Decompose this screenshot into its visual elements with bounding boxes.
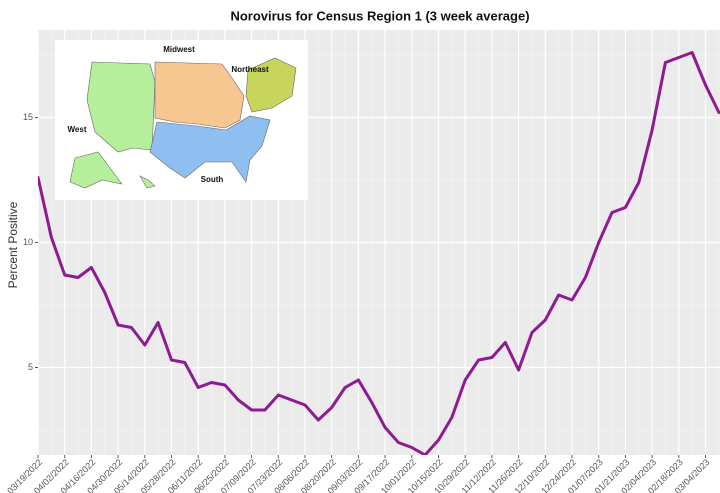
map-label: Northeast <box>231 65 269 74</box>
hawaii <box>139 175 156 189</box>
chart-title: Norovirus for Census Region 1 (3 week av… <box>230 8 529 23</box>
alaska <box>69 151 123 189</box>
y-tick-label: 15 <box>23 112 33 122</box>
map-label: West <box>68 125 87 134</box>
region-map: Midwest Northeast West South <box>55 40 308 200</box>
map-label: Midwest <box>163 45 195 54</box>
y-axis-label: Percent Positive <box>6 201 20 288</box>
west-region <box>86 61 156 153</box>
south-region <box>149 115 271 183</box>
midwest-region <box>154 61 245 129</box>
data-line <box>38 51 720 455</box>
y-tick-label: 5 <box>28 362 33 372</box>
northeast-region <box>245 57 297 113</box>
map-label: South <box>201 175 224 184</box>
marks <box>38 51 720 455</box>
y-tick-label: 10 <box>23 237 33 247</box>
